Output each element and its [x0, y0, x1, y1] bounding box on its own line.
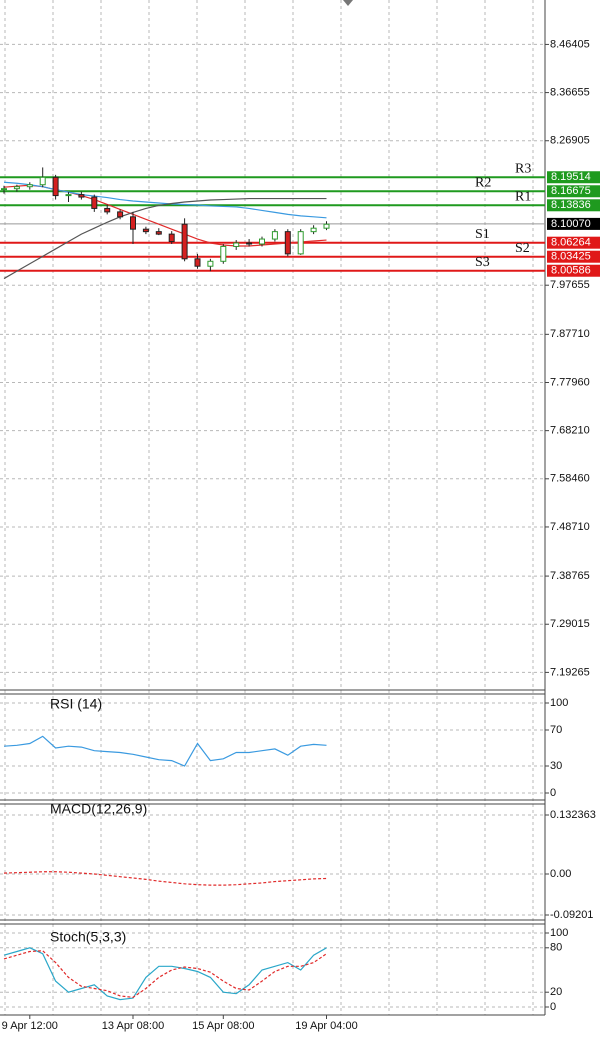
indicator-line [3, 947, 327, 1001]
candle-body [1, 188, 7, 191]
price-box-label: 8.19514 [551, 171, 591, 183]
candle-body [284, 231, 291, 255]
candle-body [220, 245, 227, 262]
y-tick-label: -0.09201 [550, 909, 593, 921]
pivot-name: R3 [515, 161, 531, 176]
y-tick-label: 7.29015 [550, 618, 590, 630]
pivot-name: S3 [475, 255, 490, 270]
candle-body [207, 260, 214, 267]
candle-body [104, 207, 111, 213]
candle-body [246, 242, 253, 245]
pivot-name: R2 [475, 175, 491, 190]
candle-body [52, 176, 59, 197]
y-tick-label: 7.58460 [550, 473, 590, 485]
price-box [547, 171, 600, 184]
x-tick-label: 19 Apr 04:00 [295, 1020, 357, 1032]
x-tick-label: 13 Apr 08:00 [102, 1020, 164, 1032]
candle-body [26, 184, 33, 188]
candle-body [13, 186, 20, 190]
price-box [547, 264, 600, 277]
indicator-line [3, 197, 327, 280]
candle-body [323, 223, 330, 229]
candle-body [310, 227, 317, 233]
candle-body [117, 211, 124, 218]
price-box [547, 199, 600, 212]
candle-body [194, 258, 201, 267]
candle-body [91, 196, 98, 209]
y-tick-label: 70 [550, 724, 562, 736]
candle-body [259, 238, 265, 245]
indicator-title: RSI (14) [50, 696, 102, 712]
price-box [547, 185, 600, 198]
indicator-title: MACD(12,26,9) [50, 801, 147, 817]
indicator-line [3, 950, 327, 999]
y-tick-label: 30 [550, 760, 562, 772]
candle-body [130, 216, 136, 230]
candle-body [65, 194, 72, 197]
y-tick-label: 8.36655 [550, 86, 590, 98]
y-tick-label: 7.87710 [550, 328, 590, 340]
x-tick-label: 15 Apr 08:00 [192, 1020, 254, 1032]
y-tick-label: 7.77960 [550, 376, 590, 388]
candle-body [297, 231, 304, 255]
pivot-name: S1 [475, 227, 490, 242]
candle-body [78, 194, 85, 198]
price-box [547, 236, 600, 249]
candle-body [271, 231, 278, 240]
candle-body [142, 228, 149, 233]
current-price-label: 8.10070 [551, 218, 591, 230]
pivot-name: S2 [515, 241, 530, 256]
price-box-label: 8.16675 [551, 185, 591, 197]
indicator-title: Stoch(5,3,3) [50, 929, 126, 945]
candle-body [233, 242, 240, 247]
y-tick-label: 80 [550, 942, 562, 954]
price-box [547, 250, 600, 263]
y-tick-label: 8.46405 [550, 38, 590, 50]
candle-body [39, 176, 46, 186]
y-tick-label: 100 [550, 927, 568, 939]
y-tick-label: 7.97655 [550, 279, 590, 291]
y-tick-label: 0.00 [550, 868, 571, 880]
pivot-name: R1 [515, 190, 531, 205]
y-tick-label: 7.48710 [550, 521, 590, 533]
candle-body [168, 233, 175, 243]
price-box-label: 8.13836 [551, 199, 591, 211]
price-box-label: 8.06264 [551, 237, 591, 249]
y-tick-label: 0.132363 [550, 809, 596, 821]
indicator-line [3, 735, 327, 767]
x-tick-label: 9 Apr 12:00 [2, 1020, 58, 1032]
y-tick-label: 20 [550, 986, 562, 998]
y-tick-label: 8.26905 [550, 135, 590, 147]
candle-body [181, 223, 188, 260]
indicator-line [3, 871, 327, 886]
y-tick-label: 100 [550, 697, 568, 709]
y-tick-label: 0 [550, 1001, 556, 1013]
current-price-box [547, 217, 600, 230]
price-box-label: 8.03425 [551, 251, 591, 263]
y-tick-label: 7.68210 [550, 425, 590, 437]
price-box-label: 8.00586 [551, 265, 591, 277]
y-tick-label: 7.38765 [550, 570, 590, 582]
y-tick-label: 7.19265 [550, 666, 590, 678]
y-tick-label: 0 [550, 787, 556, 799]
vertical-grid [4, 0, 534, 1015]
candle-body [155, 231, 162, 235]
scroll-marker [343, 0, 353, 6]
